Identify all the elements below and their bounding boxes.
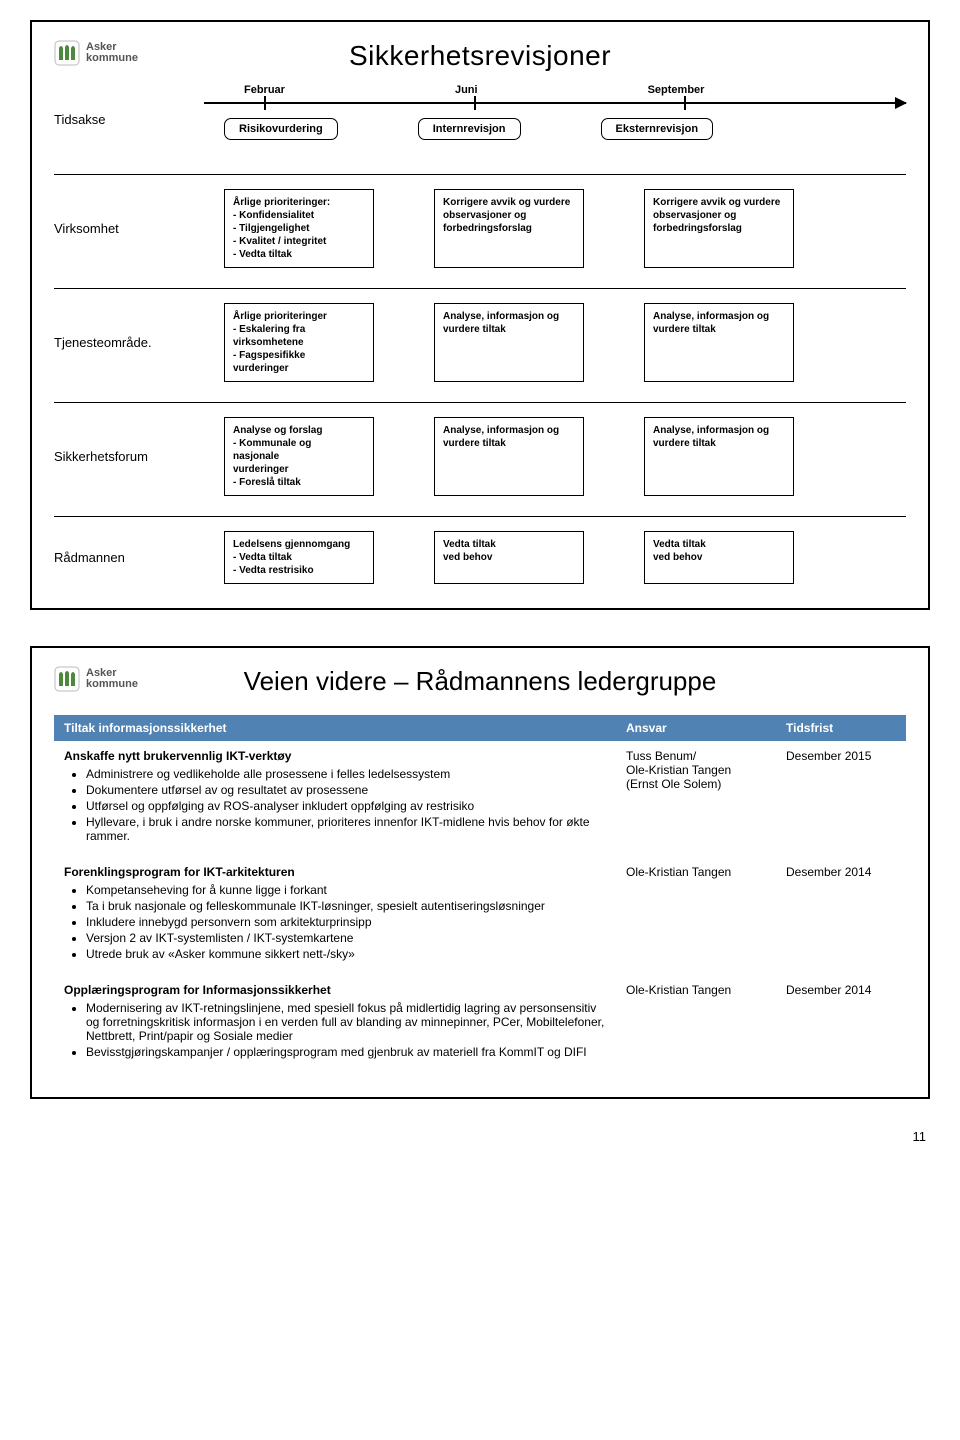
slide2-title: Veien videre – Rådmannens ledergruppe: [54, 666, 906, 697]
frist-cell: Desember 2014: [776, 857, 906, 975]
divider: [54, 402, 906, 403]
tiltak-cell: Forenklingsprogram for IKT-arkitekturenK…: [54, 857, 616, 975]
asker-logo-icon: [54, 40, 80, 66]
month-feb: Februar: [244, 84, 285, 96]
row-tjeneste-label: Tjenesteområde.: [54, 335, 204, 350]
ansvar-cell: Ole-Kristian Tangen: [616, 857, 776, 975]
box: Vedta tiltak ved behov: [644, 531, 794, 584]
box: Analyse, informasjon og vurdere tiltak: [644, 417, 794, 496]
slide-veien-videre: Asker kommune Veien videre – Rådmannens …: [30, 646, 930, 1099]
list-item: Versjon 2 av IKT-systemlisten / IKT-syst…: [86, 931, 606, 945]
page-number: 11: [30, 1129, 930, 1144]
box: Analyse, informasjon og vurdere tiltak: [434, 303, 584, 382]
th-frist: Tidsfrist: [776, 715, 906, 741]
th-ansvar: Ansvar: [616, 715, 776, 741]
th-tiltak: Tiltak informasjonssikkerhet: [54, 715, 616, 741]
logo-text: Asker kommune: [86, 668, 138, 690]
list-item: Dokumentere utførsel av og resultatet av…: [86, 783, 606, 797]
slide1-title: Sikkerhetsrevisjoner: [54, 40, 906, 72]
table-row: Anskaffe nytt brukervennlig IKT-verktøyA…: [54, 741, 906, 857]
list-item: Hyllevare, i bruk i andre norske kommune…: [86, 815, 606, 843]
box: Korrigere avvik og vurdere observasjoner…: [434, 189, 584, 268]
plan-table: Tiltak informasjonssikkerhet Ansvar Tids…: [54, 715, 906, 1073]
frist-cell: Desember 2015: [776, 741, 906, 857]
ansvar-cell: Ole-Kristian Tangen: [616, 975, 776, 1073]
list-item: Utførsel og oppfølging av ROS-analyser i…: [86, 799, 606, 813]
list-item: Kompetanseheving for å kunne ligge i for…: [86, 883, 606, 897]
slide-sikkerhetsrevisjoner: Asker kommune Sikkerhetsrevisjoner Tidsa…: [30, 20, 930, 610]
list-item: Bevisstgjøringskampanjer / opplæringspro…: [86, 1045, 606, 1059]
row-radmannen-label: Rådmannen: [54, 550, 204, 565]
row-virksomhet: Årlige prioriteringer: - Konfidensialite…: [204, 189, 906, 268]
row-virksomhet-label: Virksomhet: [54, 221, 204, 236]
divider: [54, 288, 906, 289]
row-sikkerhetsforum: Analyse og forslag - Kommunale og nasjon…: [204, 417, 906, 496]
timeline-box-risiko: Risikovurdering: [224, 118, 338, 140]
table-row: Forenklingsprogram for IKT-arkitekturenK…: [54, 857, 906, 975]
ansvar-cell: Tuss Benum/ Ole-Kristian Tangen (Ernst O…: [616, 741, 776, 857]
box: Ledelsens gjennomgang - Vedta tiltak - V…: [224, 531, 374, 584]
box: Analyse, informasjon og vurdere tiltak: [644, 303, 794, 382]
box: Vedta tiltak ved behov: [434, 531, 584, 584]
tick: [264, 96, 266, 110]
month-sep: September: [648, 84, 705, 96]
row-radmannen: Ledelsens gjennomgang - Vedta tiltak - V…: [204, 531, 906, 584]
list-item: Utrede bruk av «Asker kommune sikkert ne…: [86, 947, 606, 961]
list-item: Administrere og vedlikeholde alle proses…: [86, 767, 606, 781]
tiltak-cell: Opplæringsprogram for Informasjonssikker…: [54, 975, 616, 1073]
box: Analyse og forslag - Kommunale og nasjon…: [224, 417, 374, 496]
tidsakse-label: Tidsakse: [54, 112, 204, 127]
row-tjeneste: Årlige prioriteringer - Eskalering fra v…: [204, 303, 906, 382]
tiltak-cell: Anskaffe nytt brukervennlig IKT-verktøyA…: [54, 741, 616, 857]
box: Analyse, informasjon og vurdere tiltak: [434, 417, 584, 496]
divider: [54, 516, 906, 517]
box: Årlige prioriteringer - Eskalering fra v…: [224, 303, 374, 382]
list-item: Modernisering av IKT-retningslinjene, me…: [86, 1001, 606, 1043]
divider: [54, 174, 906, 175]
month-jun: Juni: [455, 84, 478, 96]
row-sikkerhetsforum-label: Sikkerhetsforum: [54, 449, 204, 464]
timeline-box-intern: Internrevisjon: [418, 118, 521, 140]
asker-logo-icon: [54, 666, 80, 692]
frist-cell: Desember 2014: [776, 975, 906, 1073]
table-row: Opplæringsprogram for Informasjonssikker…: [54, 975, 906, 1073]
box: Korrigere avvik og vurdere observasjoner…: [644, 189, 794, 268]
list-item: Ta i bruk nasjonale og felleskommunale I…: [86, 899, 606, 913]
timeline-box-ekstern: Eksternrevisjon: [601, 118, 714, 140]
box: Årlige prioriteringer: - Konfidensialite…: [224, 189, 374, 268]
list-item: Inkludere innebygd personvern som arkite…: [86, 915, 606, 929]
timeline-axis: [204, 102, 906, 104]
tick: [684, 96, 686, 110]
logo-text: Asker kommune: [86, 42, 138, 64]
tick: [474, 96, 476, 110]
timeline: Februar Juni September Risikovurdering I…: [204, 84, 906, 154]
